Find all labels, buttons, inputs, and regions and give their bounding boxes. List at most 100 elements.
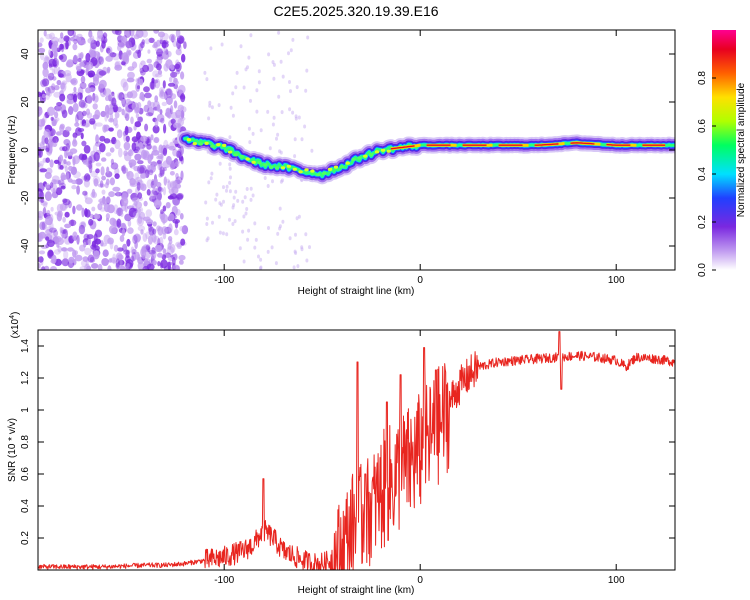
noise-speckle	[145, 219, 154, 225]
noise-speckle	[107, 204, 115, 214]
noise-speckle	[156, 113, 165, 123]
noise-speckle	[134, 240, 138, 250]
noise-speckle	[87, 237, 92, 246]
noise-speckle	[90, 191, 98, 199]
noise-speckle	[151, 77, 155, 84]
noise-speckle	[148, 37, 155, 43]
noise-speckle	[134, 121, 142, 128]
noise-speckle	[159, 166, 165, 175]
noise-speckle	[168, 76, 173, 83]
noise-speckle	[74, 250, 79, 256]
noise-speckle	[155, 47, 163, 53]
noise-speckle	[141, 39, 146, 45]
noise-speckle	[304, 232, 308, 237]
noise-speckle	[95, 40, 100, 47]
noise-speckle	[93, 151, 100, 162]
noise-speckle	[176, 39, 182, 50]
noise-speckle	[149, 190, 157, 200]
noise-speckle	[218, 230, 222, 235]
noise-speckle	[138, 78, 144, 86]
noise-speckle	[203, 70, 207, 75]
noise-speckle	[228, 189, 232, 194]
noise-speckle	[124, 125, 129, 136]
noise-speckle	[124, 108, 130, 118]
noise-speckle	[168, 213, 175, 222]
noise-speckle	[249, 186, 253, 191]
noise-speckle	[157, 261, 161, 267]
noise-speckle	[172, 148, 178, 157]
noise-speckle	[153, 235, 161, 245]
noise-speckle	[38, 210, 44, 219]
noise-speckle	[50, 206, 54, 212]
noise-speckle	[131, 251, 137, 262]
noise-speckle	[55, 104, 59, 111]
noise-speckle	[76, 65, 82, 72]
noise-speckle	[156, 104, 161, 112]
noise-speckle	[58, 54, 64, 60]
noise-speckle	[42, 207, 47, 217]
noise-speckle	[60, 32, 64, 39]
noise-speckle	[39, 160, 45, 167]
noise-speckle	[137, 225, 146, 232]
noise-speckle	[279, 150, 283, 155]
noise-speckle	[71, 185, 77, 190]
noise-speckle	[147, 49, 151, 54]
noise-speckle	[175, 172, 179, 180]
noise-speckle	[49, 182, 54, 189]
noise-speckle	[181, 225, 189, 235]
noise-speckle	[162, 147, 168, 156]
noise-speckle	[158, 173, 163, 178]
noise-speckle	[248, 140, 252, 145]
noise-speckle	[61, 232, 66, 239]
noise-speckle	[159, 236, 164, 246]
noise-speckle	[85, 52, 91, 63]
noise-speckle	[146, 189, 151, 196]
noise-speckle	[288, 236, 292, 241]
ridge-blob	[386, 149, 391, 153]
noise-speckle	[157, 69, 163, 75]
noise-speckle	[99, 79, 107, 89]
ridge-blob	[245, 157, 250, 161]
y-tick-label: 0.2	[20, 531, 31, 545]
noise-speckle	[157, 186, 162, 192]
noise-speckle	[80, 132, 84, 140]
noise-speckle	[225, 232, 229, 237]
ridge-blob	[263, 163, 268, 167]
noise-speckle	[65, 143, 71, 152]
noise-speckle	[277, 94, 281, 99]
noise-speckle	[99, 180, 104, 188]
noise-speckle	[92, 92, 96, 102]
noise-speckle	[179, 213, 184, 220]
noise-speckle	[271, 122, 275, 127]
noise-speckle	[300, 137, 304, 142]
noise-speckle	[306, 35, 310, 40]
noise-speckle	[102, 124, 108, 133]
noise-speckle	[123, 113, 128, 119]
noise-speckle	[225, 188, 228, 193]
noise-speckle	[78, 153, 85, 160]
noise-speckle	[266, 249, 270, 254]
noise-speckle	[170, 118, 176, 125]
colorbar-tick-label: 0.6	[697, 119, 708, 133]
noise-speckle	[61, 247, 67, 252]
noise-speckle	[79, 61, 85, 67]
noise-speckle	[116, 190, 120, 197]
noise-speckle	[117, 207, 122, 216]
noise-speckle	[255, 109, 259, 114]
noise-speckle	[297, 214, 301, 219]
noise-speckle	[122, 81, 129, 92]
noise-speckle	[156, 57, 163, 65]
noise-speckle	[152, 125, 160, 134]
noise-speckle	[46, 239, 55, 248]
noise-speckle	[175, 48, 182, 56]
noise-speckle	[137, 216, 143, 224]
ridge-blob	[251, 160, 256, 164]
noise-speckle	[50, 36, 59, 45]
noise-speckle	[66, 247, 74, 252]
colorbar-tick-label: 0.2	[697, 215, 708, 229]
noise-speckle	[300, 247, 304, 252]
noise-speckle	[66, 161, 71, 166]
noise-speckle	[161, 41, 169, 49]
noise-speckle	[100, 110, 107, 118]
